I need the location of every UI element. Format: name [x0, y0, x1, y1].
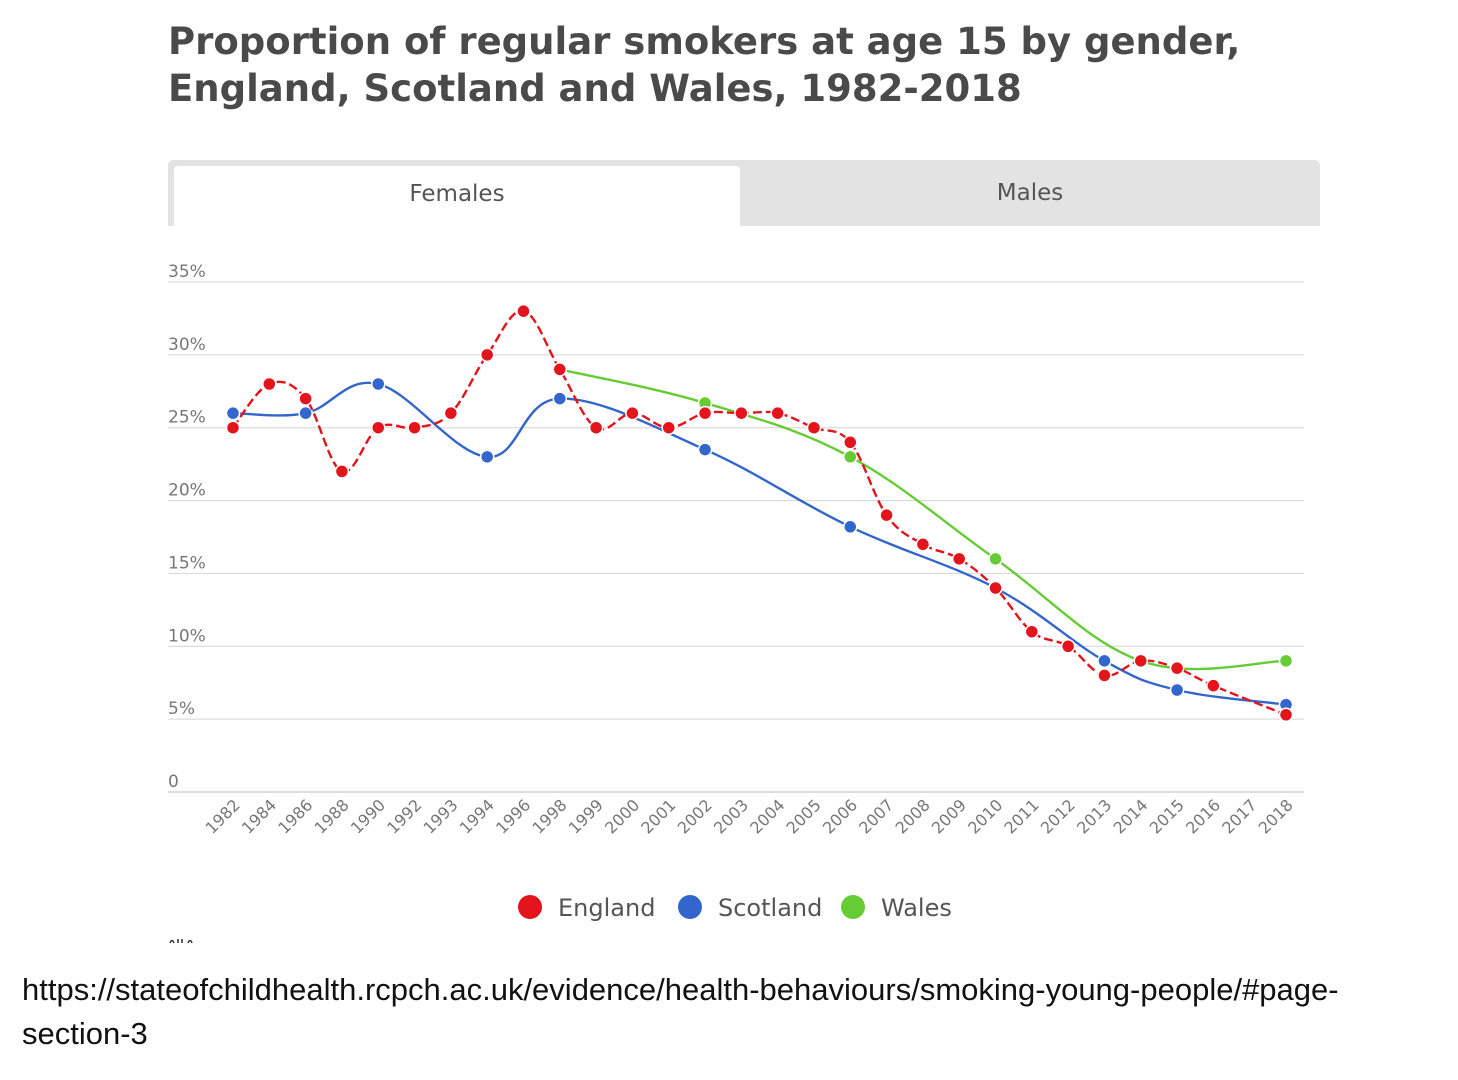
data-point-england — [262, 376, 277, 392]
x-tick-label: 2007 — [855, 795, 897, 837]
data-point-scotland — [225, 405, 241, 421]
x-tick-label: 1984 — [238, 795, 280, 837]
legend-label-england: England — [558, 894, 655, 922]
x-tick-label: 2006 — [819, 795, 861, 837]
x-tick-label: 2009 — [928, 795, 970, 837]
data-point-england — [697, 405, 713, 421]
legend-marker-england — [518, 895, 542, 919]
x-tick-label: 1990 — [347, 795, 389, 837]
x-tick-label: 2015 — [1146, 795, 1188, 837]
y-tick-label: 20% — [168, 481, 206, 501]
x-tick-label: 2005 — [783, 795, 825, 837]
data-point-scotland — [1097, 653, 1112, 669]
x-tick-label: 2013 — [1073, 795, 1115, 837]
data-point-england — [225, 420, 241, 435]
legend-marker-wales — [841, 895, 865, 919]
x-tick-label: 2012 — [1037, 795, 1079, 837]
data-point-england — [1278, 707, 1294, 723]
y-tick-label: 35% — [168, 262, 206, 282]
data-point-england — [661, 420, 676, 435]
x-tick-label: 1999 — [565, 795, 607, 837]
y-tick-label: 5% — [168, 699, 195, 719]
x-tick-label: 1986 — [274, 795, 316, 837]
data-point-england — [370, 420, 386, 435]
tab-females[interactable]: Females — [174, 166, 740, 226]
x-tick-label: 2003 — [710, 795, 752, 837]
data-point-england — [843, 435, 858, 450]
data-point-scotland — [298, 405, 313, 421]
line-chart: 05%10%15%20%25%30%35%1982198419861988199… — [168, 262, 1304, 922]
data-point-england — [1097, 668, 1112, 683]
legend-marker-scotland — [678, 895, 702, 919]
data-point-england — [806, 420, 822, 435]
series-line-england — [232, 309, 1287, 716]
data-point-scotland — [843, 519, 858, 535]
data-point-england — [625, 405, 640, 421]
chart-title: Proportion of regular smokers at age 15 … — [168, 18, 1318, 112]
data-point-england — [770, 405, 785, 421]
data-point-england — [1133, 653, 1149, 669]
data-point-wales — [988, 551, 1003, 567]
x-tick-label: 2017 — [1218, 795, 1260, 837]
chart-title-line-1: Proportion of regular smokers at age 15 … — [168, 20, 1241, 63]
data-point-scotland — [479, 449, 495, 465]
legend-label-scotland: Scotland — [718, 894, 822, 922]
y-tick-label: 25% — [168, 408, 206, 428]
x-tick-label: 2011 — [1000, 795, 1042, 837]
data-point-england — [588, 420, 604, 435]
data-point-england — [443, 405, 459, 421]
data-point-england — [298, 391, 313, 406]
x-tick-label: 2016 — [1182, 795, 1224, 837]
x-tick-label: 2002 — [674, 795, 716, 837]
data-point-england — [516, 303, 531, 319]
data-point-scotland — [697, 442, 713, 457]
data-point-england — [334, 464, 350, 479]
x-tick-label: 2000 — [601, 795, 643, 837]
data-point-scotland — [370, 376, 386, 392]
series-line-wales — [559, 368, 1287, 671]
data-point-england — [734, 405, 749, 421]
x-tick-label: 2008 — [891, 795, 933, 837]
x-tick-label: 2014 — [1109, 795, 1151, 837]
data-point-scotland — [1169, 682, 1185, 698]
y-tick-label: 30% — [168, 335, 206, 355]
chart-title-line-2: England, Scotland and Wales, 1982-2018 — [168, 67, 1022, 110]
y-tick-label: 15% — [168, 553, 206, 573]
data-point-england — [915, 537, 931, 552]
x-tick-label: 2010 — [964, 795, 1006, 837]
data-point-wales — [843, 449, 858, 465]
x-tick-label: 2018 — [1255, 795, 1297, 837]
tab-males[interactable]: Males — [996, 180, 1064, 206]
data-point-england — [1206, 678, 1221, 693]
data-point-england — [1024, 624, 1040, 639]
y-tick-label: 10% — [168, 626, 206, 646]
data-point-england — [407, 420, 422, 435]
y-tick-label: 0 — [168, 772, 179, 792]
x-tick-label: 2004 — [746, 795, 788, 837]
legend-label-wales: Wales — [881, 894, 952, 922]
x-tick-label: 1992 — [383, 795, 425, 837]
x-tick-label: 1998 — [528, 795, 570, 837]
x-tick-label: 1988 — [311, 795, 353, 837]
data-point-england — [1060, 639, 1076, 654]
truncated-glyph — [169, 939, 193, 944]
x-tick-label: 1982 — [202, 795, 244, 837]
x-tick-label: 1996 — [492, 795, 534, 837]
x-tick-label: 2001 — [637, 795, 679, 837]
source-url: https://stateofchildhealth.rcpch.ac.uk/e… — [22, 972, 1339, 1051]
data-point-england — [479, 347, 495, 363]
data-point-england — [988, 580, 1003, 596]
data-point-wales — [1278, 653, 1294, 669]
data-point-england — [1169, 660, 1185, 676]
data-point-england — [879, 507, 894, 523]
data-point-england — [552, 362, 568, 377]
x-tick-label: 1994 — [456, 795, 498, 837]
x-tick-label: 1993 — [419, 795, 461, 837]
data-point-scotland — [552, 391, 568, 406]
data-point-england — [951, 551, 967, 567]
gender-tabs: Females Males — [168, 160, 1320, 226]
